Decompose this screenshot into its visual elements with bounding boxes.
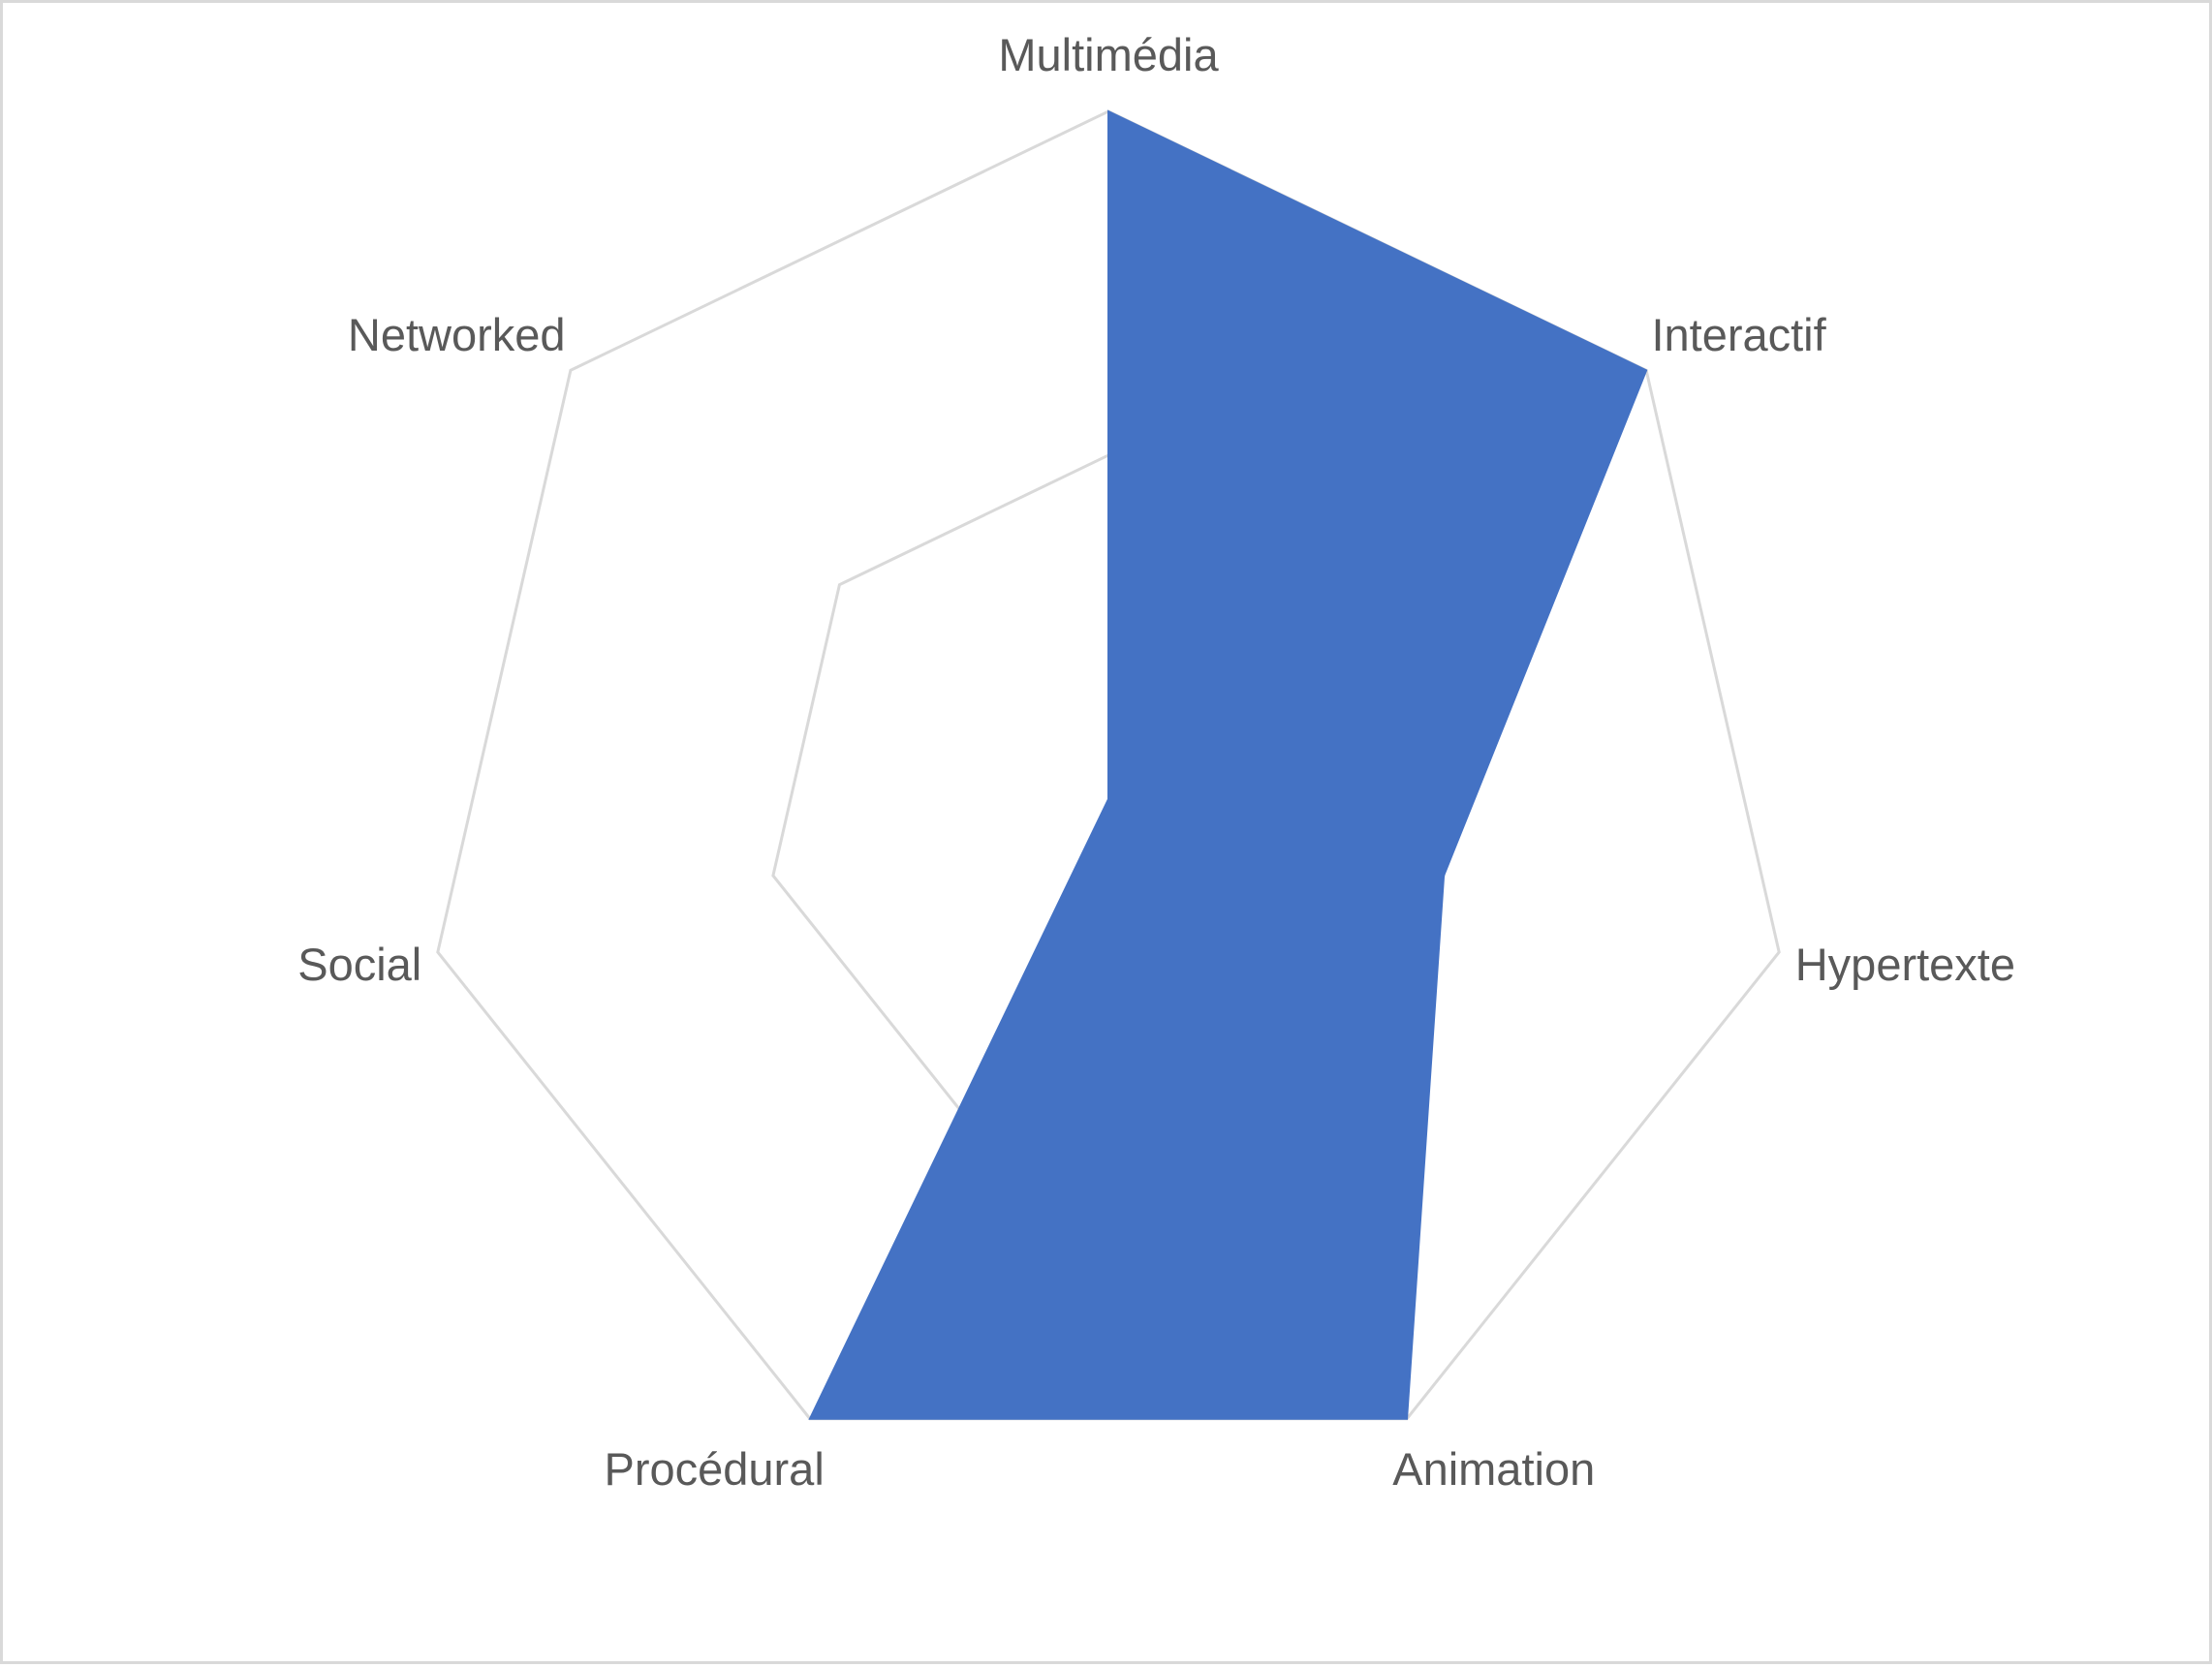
radar-series-layer: [808, 109, 1648, 1420]
axis-labels: Multimédia Interactif Hypertexte Animation P…: [297, 29, 2015, 1495]
radar-chart: Multimédia Interactif Hypertexte Animation P…: [297, 29, 2015, 1495]
axis-label-multimedia: Multimédia: [998, 29, 1219, 80]
axis-label-networked: Networked: [348, 309, 566, 360]
axis-label-social: Social: [297, 939, 421, 990]
axis-label-animation: Animation: [1392, 1443, 1595, 1495]
axis-label-procedural: Procédural: [604, 1443, 824, 1495]
series-area-0: [808, 109, 1648, 1420]
axis-label-interactif: Interactif: [1651, 309, 1826, 360]
axis-label-hypertexte: Hypertexte: [1795, 939, 2015, 990]
